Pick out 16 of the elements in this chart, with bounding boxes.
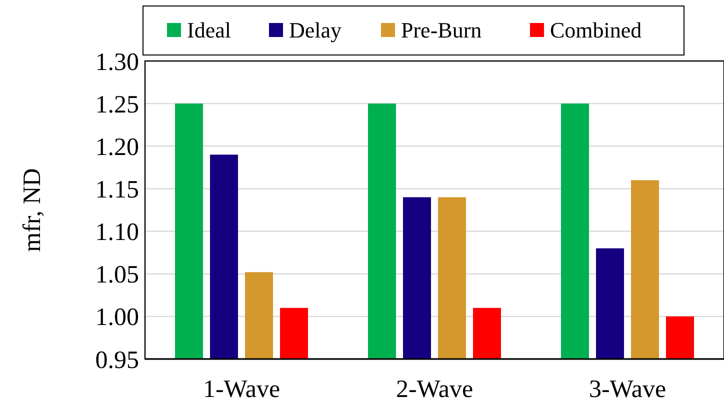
y-tick-label: 1.30 — [95, 48, 139, 76]
x-tick-label: 3-Wave — [588, 376, 666, 403]
x-tick-label: 2-Wave — [396, 376, 474, 403]
y-tick-label: 1.15 — [95, 176, 139, 204]
y-tick-label: 1.05 — [95, 262, 139, 289]
y-tick-label: 1.25 — [95, 91, 139, 118]
legend-label: Pre-Burn — [401, 18, 482, 43]
legend-label: Ideal — [187, 18, 231, 43]
x-tick-label: 1-Wave — [202, 376, 280, 403]
y-tick-label: 1.10 — [95, 219, 139, 246]
legend-label: Combined — [550, 18, 642, 43]
y-tick-label: 1.20 — [95, 134, 139, 161]
y-tick-label: 1.00 — [95, 304, 139, 332]
y-tick-label: 0.95 — [95, 346, 139, 374]
y-axis-title: mfr, ND — [19, 168, 46, 252]
legend-label: Delay — [289, 18, 342, 43]
